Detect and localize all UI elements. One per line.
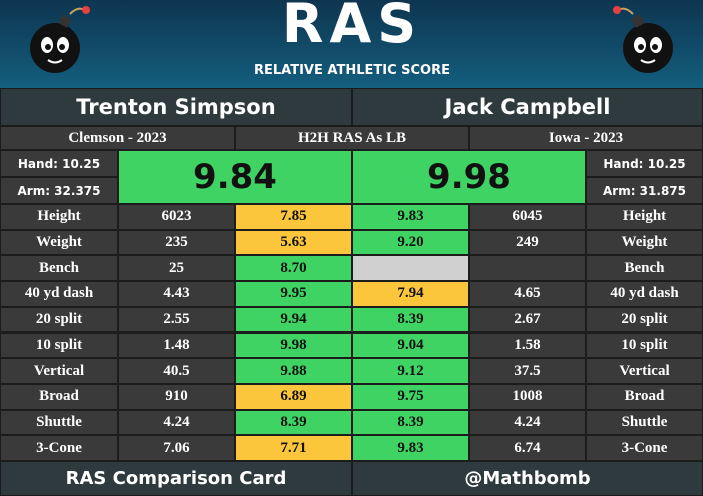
metric-label: 3-Cone bbox=[586, 435, 703, 461]
metric-label: Height bbox=[586, 204, 703, 230]
measurement bbox=[469, 255, 586, 282]
metric-label: Bench bbox=[0, 255, 118, 282]
score: 9.88 bbox=[235, 358, 352, 384]
center-label: H2H RAS As LB bbox=[235, 126, 469, 150]
measurement: 249 bbox=[469, 229, 586, 256]
metric-label: Weight bbox=[0, 229, 118, 256]
metric-label: 10 split bbox=[0, 332, 118, 359]
arm: Arm: 31.875 bbox=[586, 177, 703, 204]
metric-label: Shuttle bbox=[586, 409, 703, 436]
score: 8.39 bbox=[352, 306, 469, 333]
measurement: 25 bbox=[118, 255, 235, 282]
ras-score: 9.84 bbox=[118, 150, 352, 204]
score: 8.70 bbox=[235, 255, 352, 282]
score: 9.98 bbox=[235, 332, 352, 359]
measurement: 1.58 bbox=[469, 332, 586, 359]
metric-label: 10 split bbox=[586, 332, 703, 359]
metric-label: Height bbox=[0, 204, 118, 230]
score: 5.63 bbox=[235, 229, 352, 256]
score: 7.85 bbox=[235, 204, 352, 230]
score: 7.94 bbox=[352, 281, 469, 307]
metric-label: 20 split bbox=[586, 306, 703, 333]
measurement: 7.06 bbox=[118, 435, 235, 461]
score: 9.83 bbox=[352, 435, 469, 461]
hand: Hand: 10.25 bbox=[586, 150, 703, 177]
metric-label: 40 yd dash bbox=[0, 281, 118, 307]
measurement: 1.48 bbox=[118, 332, 235, 359]
measurement: 4.65 bbox=[469, 281, 586, 307]
player-name: Jack Campbell bbox=[352, 88, 703, 126]
footer-text: RAS Comparison Card bbox=[0, 461, 352, 496]
metric-label: Bench bbox=[586, 255, 703, 282]
measurement: 1008 bbox=[469, 383, 586, 410]
school: Iowa - 2023 bbox=[469, 126, 703, 150]
logo-title: RAS bbox=[282, 0, 422, 55]
hand: Hand: 10.25 bbox=[0, 150, 118, 177]
measurement: 235 bbox=[118, 229, 235, 256]
measurement: 4.24 bbox=[469, 409, 586, 436]
score: 9.12 bbox=[352, 358, 469, 384]
score: 7.71 bbox=[235, 435, 352, 461]
score bbox=[352, 255, 469, 282]
footer-text: @Mathbomb bbox=[352, 461, 703, 496]
bomb-left bbox=[30, 6, 90, 73]
metric-label: 3-Cone bbox=[0, 435, 118, 461]
score: 9.95 bbox=[235, 281, 352, 307]
header: RAS RELATIVE ATHLETIC SCORE bbox=[0, 0, 703, 88]
measurement: 910 bbox=[118, 383, 235, 410]
player-name: Trenton Simpson bbox=[0, 88, 352, 126]
measurement: 37.5 bbox=[469, 358, 586, 384]
score: 8.39 bbox=[235, 409, 352, 436]
score: 9.04 bbox=[352, 332, 469, 359]
measurement: 2.67 bbox=[469, 306, 586, 333]
bomb-right bbox=[613, 6, 673, 73]
measurement: 6023 bbox=[118, 204, 235, 230]
logo-subtitle: RELATIVE ATHLETIC SCORE bbox=[254, 63, 450, 78]
header-art: RAS RELATIVE ATHLETIC SCORE bbox=[30, 0, 673, 78]
measurement: 6.74 bbox=[469, 435, 586, 461]
metric-label: Vertical bbox=[586, 358, 703, 384]
school: Clemson - 2023 bbox=[0, 126, 235, 150]
score: 9.94 bbox=[235, 306, 352, 333]
score: 9.75 bbox=[352, 383, 469, 410]
metric-label: Shuttle bbox=[0, 409, 118, 436]
score: 8.39 bbox=[352, 409, 469, 436]
measurement: 2.55 bbox=[118, 306, 235, 333]
score: 9.20 bbox=[352, 229, 469, 256]
measurement: 4.24 bbox=[118, 409, 235, 436]
metric-label: Weight bbox=[586, 229, 703, 256]
arm: Arm: 32.375 bbox=[0, 177, 118, 204]
metric-label: Broad bbox=[0, 383, 118, 410]
metric-label: 40 yd dash bbox=[586, 281, 703, 307]
measurement: 6045 bbox=[469, 204, 586, 230]
score: 9.83 bbox=[352, 204, 469, 230]
ras-score: 9.98 bbox=[352, 150, 586, 204]
measurement: 40.5 bbox=[118, 358, 235, 384]
score: 6.89 bbox=[235, 383, 352, 410]
metric-label: Broad bbox=[586, 383, 703, 410]
measurement: 4.43 bbox=[118, 281, 235, 307]
metric-label: 20 split bbox=[0, 306, 118, 333]
metric-label: Vertical bbox=[0, 358, 118, 384]
